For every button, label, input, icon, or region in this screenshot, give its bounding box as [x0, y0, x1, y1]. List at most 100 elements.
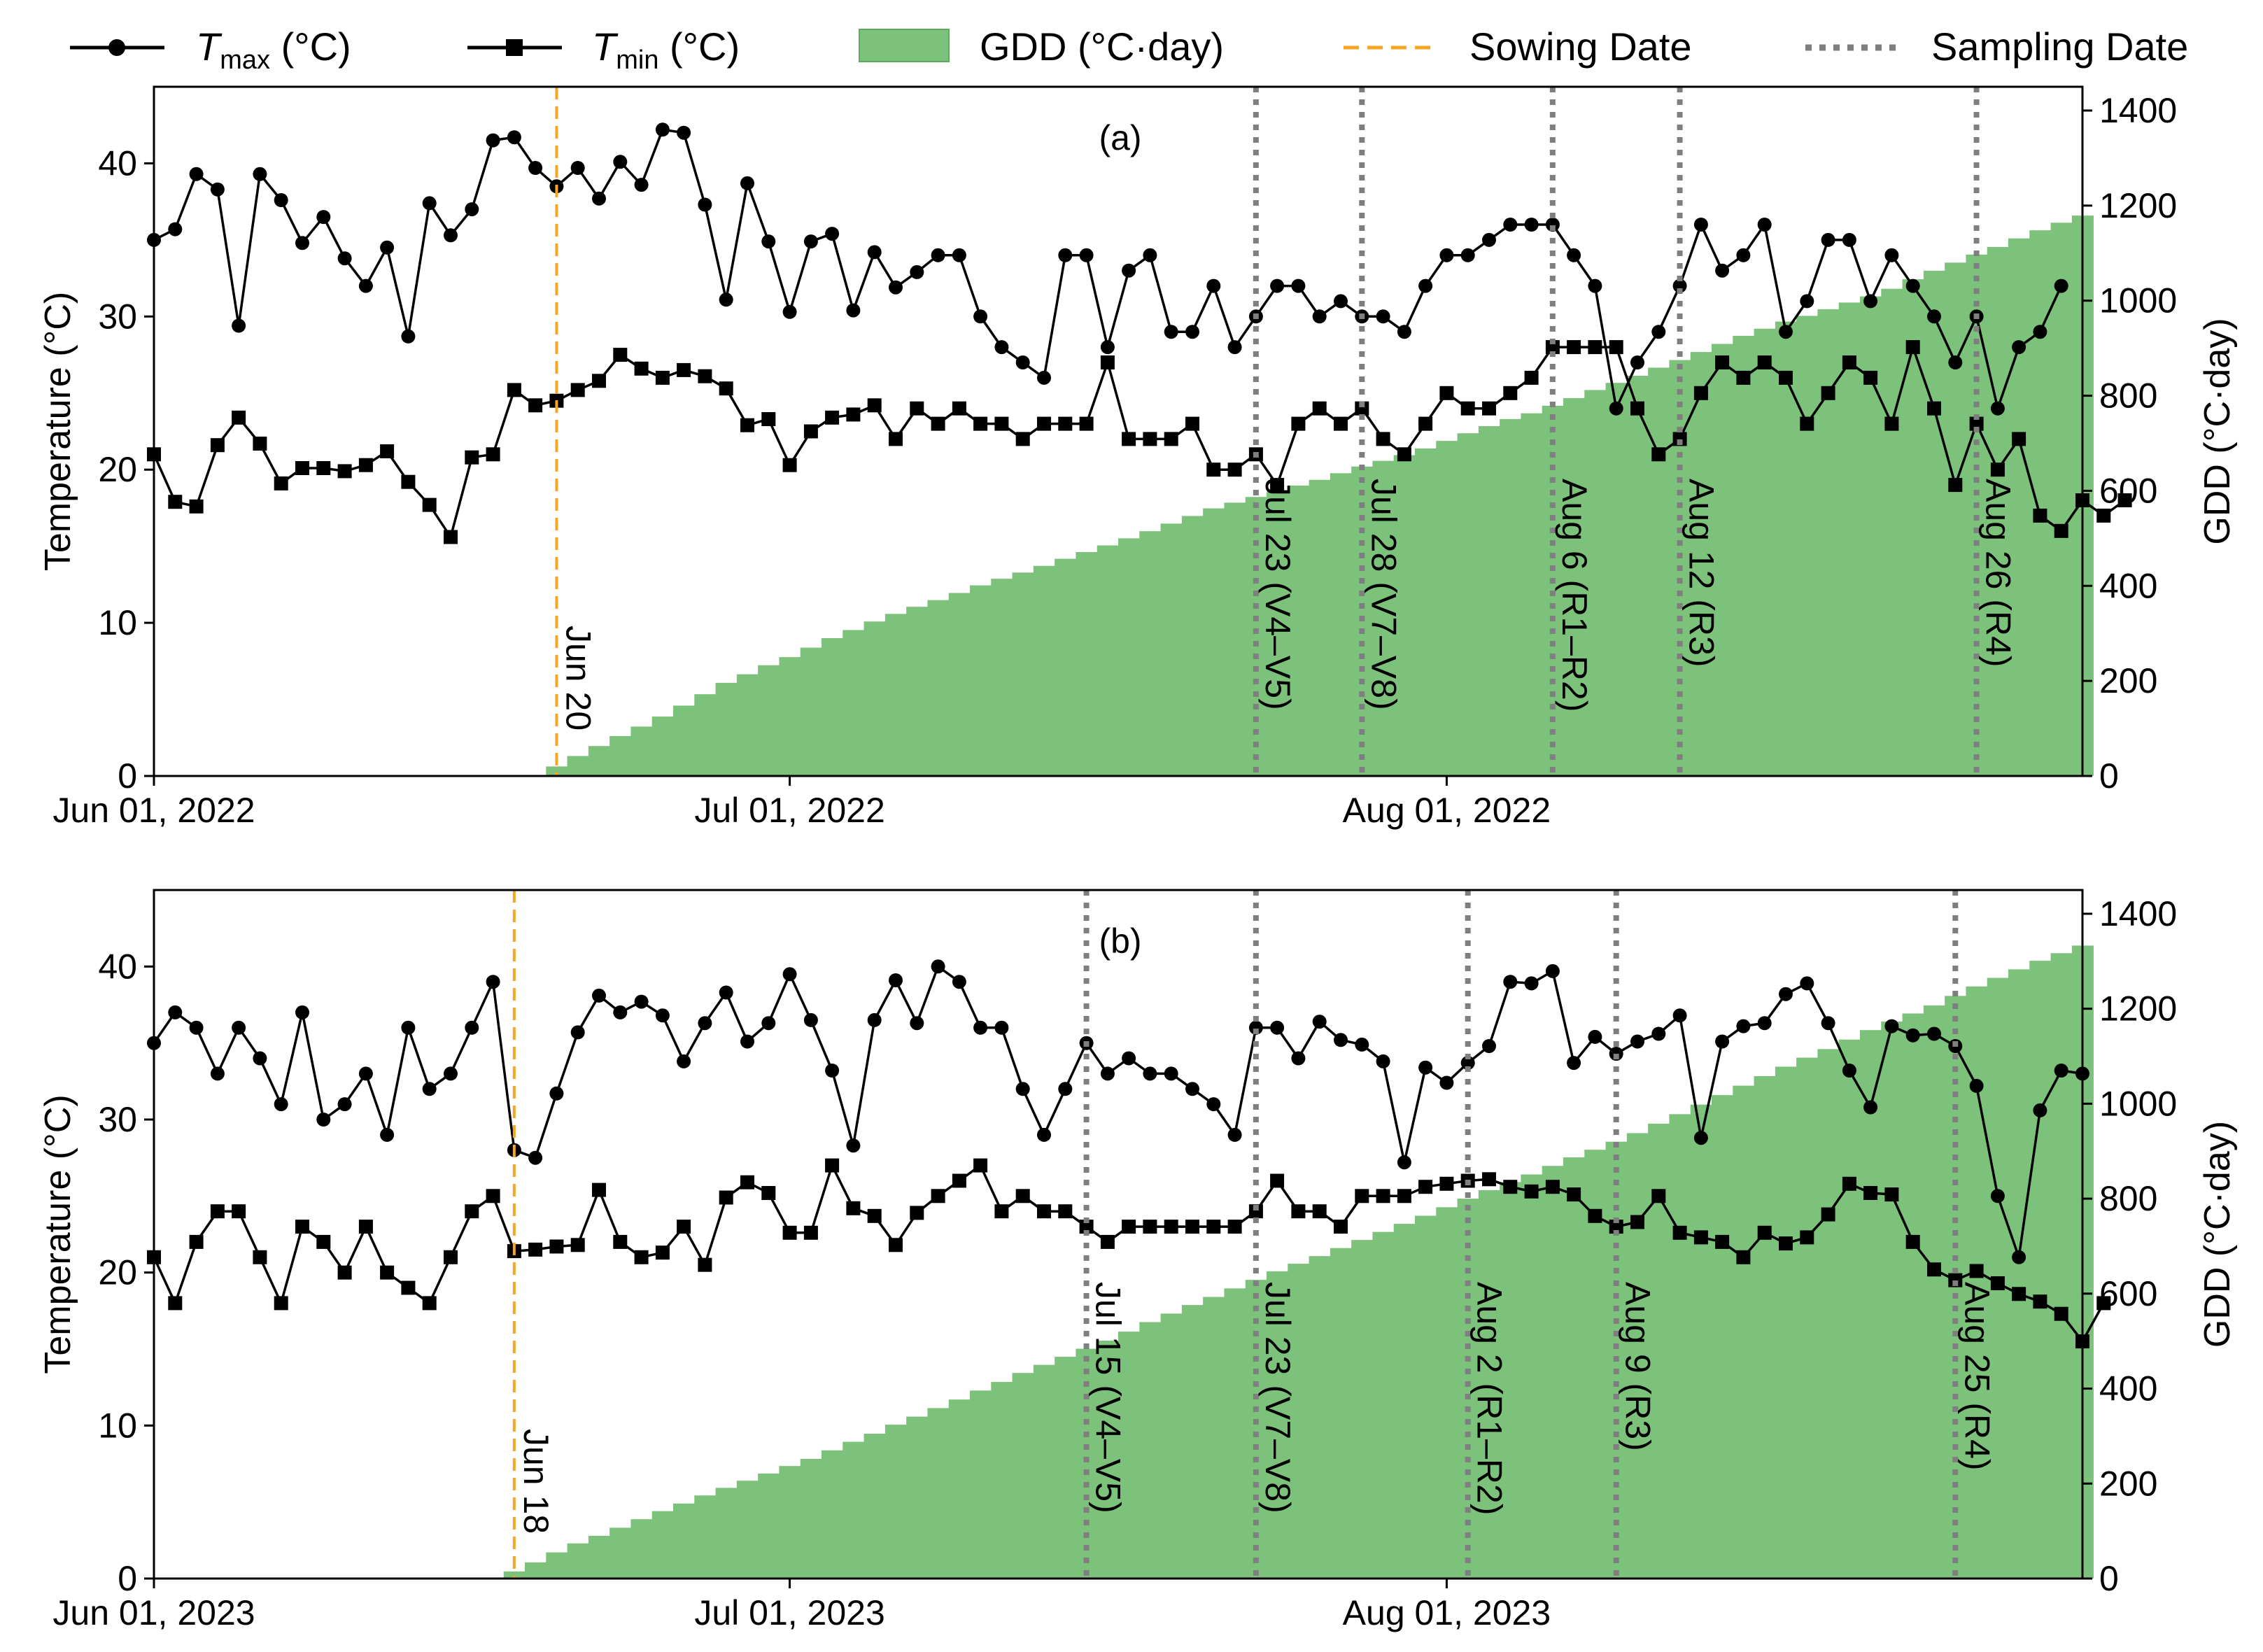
tmin-point	[1439, 1176, 1454, 1191]
tmin-point	[613, 348, 628, 362]
tmin-point	[380, 444, 395, 458]
gdd-bar	[779, 1466, 801, 1579]
tmin-point	[316, 1234, 331, 1249]
gdd-bar	[2050, 953, 2073, 1579]
tmax-point	[613, 155, 628, 169]
tmax-point	[1015, 1082, 1030, 1096]
tmin-point	[1206, 1220, 1221, 1234]
tmin-point	[952, 1173, 966, 1188]
tmax-point	[1863, 294, 1878, 309]
tmin-point	[2012, 1287, 2026, 1301]
tmin-point	[719, 381, 733, 396]
tmin-point	[422, 497, 437, 512]
y-left-tick-label: 0	[118, 756, 137, 796]
tmin-point	[1122, 1220, 1136, 1234]
sowing-date-label: Jun 20	[558, 626, 598, 730]
tmin-point	[825, 410, 840, 425]
tmin-point	[1779, 1236, 1793, 1251]
gdd-bar	[948, 593, 971, 776]
gdd-bar	[1181, 1305, 1204, 1579]
tmax-point	[1693, 1131, 1708, 1145]
tmin-point	[337, 464, 352, 479]
y-left-tick-label: 20	[98, 1253, 137, 1292]
tmin-point	[486, 447, 500, 462]
gdd-bar	[1372, 460, 1395, 776]
tmin-point	[973, 1158, 988, 1173]
y-right-tick-label: 600	[2099, 471, 2157, 510]
tmax-point	[1503, 218, 1518, 232]
gdd-bar	[1012, 572, 1034, 776]
tmin-point	[1800, 1230, 1814, 1245]
tmax-point	[1418, 278, 1433, 293]
tmax-point	[1609, 401, 1623, 416]
tmax-point	[994, 340, 1009, 355]
gdd-bar	[884, 614, 907, 776]
y-left-axis-title: Temperature (°C)	[38, 1094, 78, 1374]
tmin-point	[570, 383, 585, 397]
tmin-point	[1779, 370, 1793, 385]
tmax-point	[2054, 1064, 2068, 1078]
gdd-bar	[1055, 558, 1077, 776]
tmin-point	[210, 438, 225, 453]
tmin-point	[549, 1239, 564, 1254]
tmin-point	[782, 458, 797, 472]
tmax-point	[2033, 1103, 2047, 1117]
tmax-point	[1143, 248, 1157, 262]
tmax-point	[910, 1016, 924, 1031]
tmax-point	[1058, 248, 1073, 262]
gdd-bar	[843, 630, 865, 776]
tmin-point	[1863, 370, 1878, 385]
tmax-point	[1884, 248, 1899, 262]
tmax-legend-marker-icon	[108, 39, 125, 56]
gdd-bar	[567, 756, 589, 776]
x-tick-label: Aug 01, 2023	[1343, 1593, 1551, 1632]
tmin-point	[761, 412, 776, 426]
tmax-point	[1905, 278, 1920, 293]
gdd-bar	[588, 746, 610, 776]
tmax-point	[337, 1097, 352, 1112]
tmax-point	[570, 1025, 585, 1040]
tmin-point	[1630, 401, 1644, 416]
gdd-bar	[1139, 531, 1162, 776]
gdd-bar	[715, 682, 738, 776]
gdd-bar	[1563, 397, 1586, 776]
tmin-series	[147, 1158, 2111, 1349]
tmin-point	[1270, 478, 1285, 493]
tmax-point	[1439, 248, 1454, 262]
tmax-point	[1418, 1060, 1433, 1075]
tmin-point	[232, 410, 246, 425]
tmax-point	[1355, 1037, 1369, 1052]
tmin-point	[1842, 1176, 1856, 1191]
tmax-point	[952, 248, 966, 262]
y-left-tick-label: 0	[118, 1559, 137, 1598]
tmax-point	[1206, 278, 1221, 293]
gdd-bar	[1160, 523, 1183, 776]
tmin-point	[719, 1190, 733, 1205]
gdd-bar	[630, 726, 653, 776]
tmin-point	[698, 1257, 712, 1272]
gdd-bar	[673, 705, 696, 776]
gdd-bar	[1817, 1049, 1840, 1579]
sampling-date-label: Jul 23 (V4–V5)	[1258, 479, 1297, 710]
gdd-bar	[822, 638, 844, 776]
tmax-point	[1376, 1054, 1390, 1068]
gdd-bar	[948, 1399, 971, 1579]
tmax-point	[1715, 263, 1730, 278]
tmax-point	[740, 176, 754, 190]
tmin-point	[507, 383, 521, 397]
tmax-point	[1800, 976, 1814, 991]
tmin-point	[1355, 401, 1369, 416]
tmax-point	[168, 222, 183, 236]
gdd-bar	[1648, 367, 1670, 776]
tmax-point	[1334, 294, 1348, 309]
gdd-bar	[1626, 376, 1649, 776]
tmin-legend-label: Tmin (°C)	[592, 24, 740, 75]
tmax-point	[634, 994, 649, 1009]
gdd-bar	[1267, 1271, 1289, 1579]
tmax-point	[1524, 976, 1539, 991]
tmin-point	[1588, 1208, 1602, 1223]
x-tick-label: Aug 01, 2022	[1343, 791, 1551, 830]
tmin-point	[528, 398, 543, 413]
tmax-point	[1524, 218, 1539, 232]
tmax-point	[1821, 1016, 1835, 1031]
